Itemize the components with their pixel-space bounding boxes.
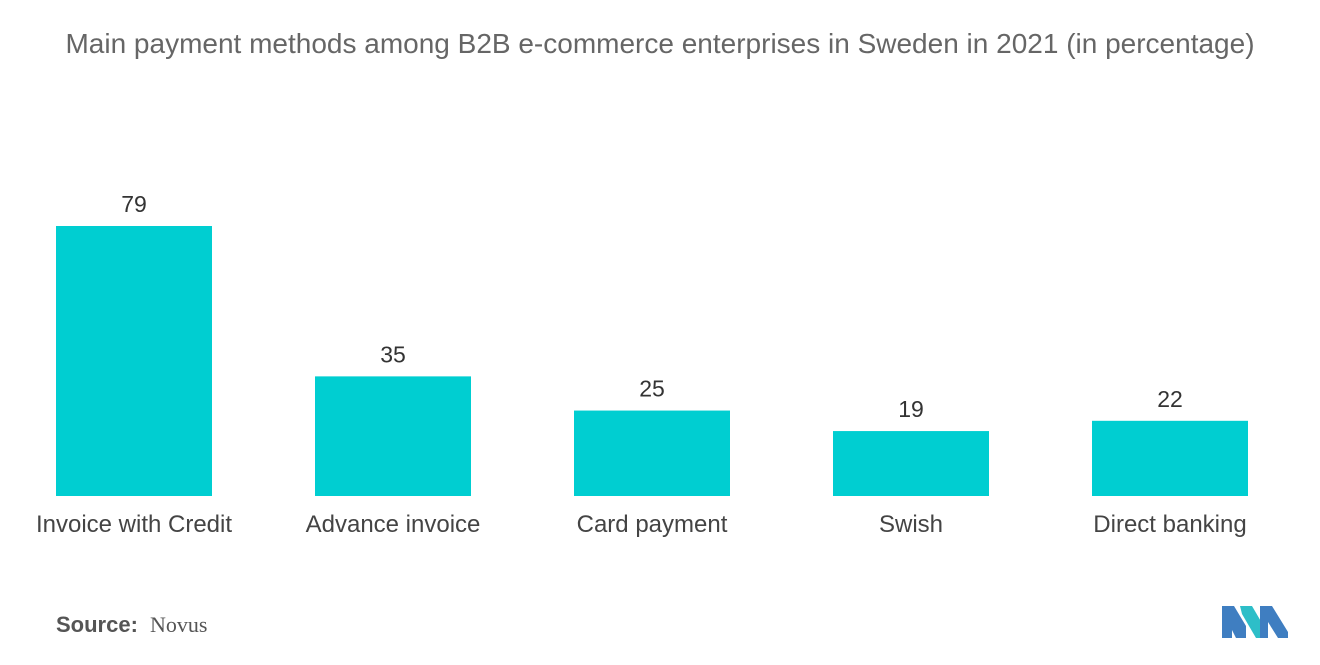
source-note: Source: Novus <box>56 612 208 638</box>
bar-4 <box>1092 420 1248 496</box>
mordor-intelligence-logo-icon <box>1222 606 1288 638</box>
bar-3 <box>833 431 989 496</box>
bar-0 <box>56 226 212 496</box>
data-label-2: 25 <box>639 376 665 402</box>
bars-group <box>56 226 1248 496</box>
logo-left-shape <box>1222 606 1246 638</box>
bar-1 <box>315 376 471 496</box>
category-label-1: Advance invoice <box>306 511 481 538</box>
chart-title: Main payment methods among B2B e-commerc… <box>65 28 1255 59</box>
bar-2 <box>574 410 730 496</box>
data-label-4: 22 <box>1157 386 1183 412</box>
category-label-3: Swish <box>879 511 943 538</box>
bar-chart: 79 Invoice with Credit 35 Advance invoice 25… <box>36 191 1248 538</box>
category-label-4: Direct banking <box>1093 511 1246 538</box>
source-label: Source: <box>56 612 138 637</box>
logo-right-shape <box>1260 606 1288 638</box>
labels-group: 79 Invoice with Credit 35 Advance invoice 25… <box>36 191 1247 538</box>
category-label-0: Invoice with Credit <box>36 511 232 538</box>
logo-middle-shape <box>1240 606 1266 638</box>
data-label-3: 19 <box>898 396 924 422</box>
category-label-2: Card payment <box>577 511 728 538</box>
source-value: Novus <box>150 612 208 637</box>
data-label-0: 79 <box>121 191 147 217</box>
data-label-1: 35 <box>380 341 406 367</box>
